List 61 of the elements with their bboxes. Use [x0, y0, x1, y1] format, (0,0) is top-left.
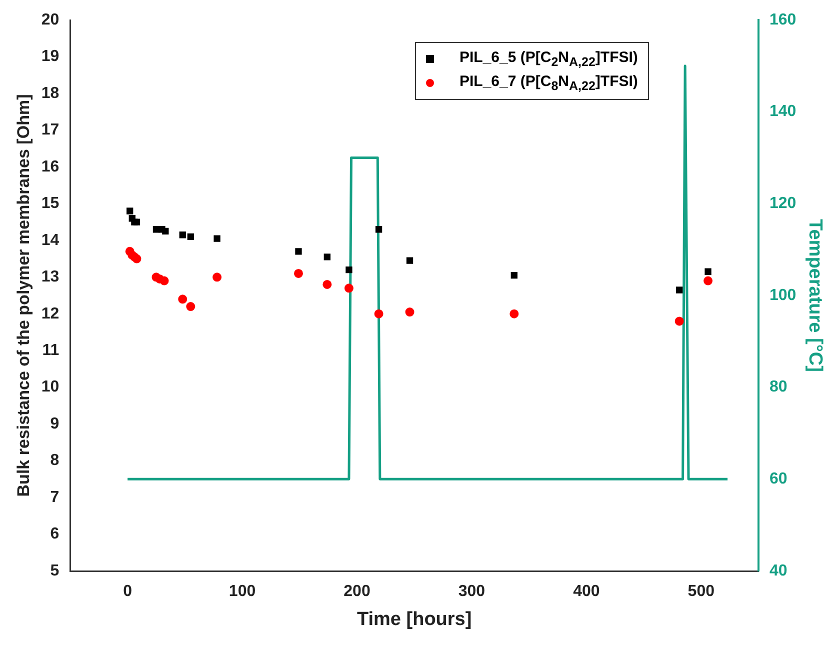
y-tick-label: 5	[50, 562, 60, 580]
x-tick-label: 300	[458, 583, 486, 600]
y-tick-label: 15	[41, 195, 60, 212]
point	[346, 266, 352, 274]
y-tick-label: 6	[50, 526, 60, 543]
y2-tick-label: 100	[770, 286, 796, 304]
point	[704, 276, 713, 286]
y2-tick-label: 160	[770, 11, 796, 28]
y-tick-label: 19	[41, 48, 60, 66]
y2-tick-label: 80	[770, 378, 788, 396]
point	[510, 272, 518, 279]
x-axis-title: Time [hours]	[356, 608, 472, 630]
y-tick-label: 14	[41, 232, 60, 249]
x-tick-label: 100	[228, 583, 256, 600]
point	[375, 226, 382, 233]
y-tick-label: 13	[41, 268, 60, 286]
point	[186, 302, 196, 312]
y2-tick-label: 120	[770, 195, 796, 212]
point	[674, 316, 684, 326]
point	[187, 233, 194, 240]
y-tick-label: 10	[41, 378, 60, 396]
y-tick-label: 20	[41, 11, 60, 28]
y-tick-label: 16	[41, 158, 60, 176]
y2-tick-label: 140	[770, 103, 796, 120]
point	[178, 294, 188, 304]
y-tick-label: 12	[41, 305, 60, 322]
point	[126, 208, 134, 214]
point	[322, 280, 332, 289]
point	[704, 268, 712, 275]
point	[406, 257, 414, 264]
y-tick-label: 8	[50, 452, 60, 470]
legend-label: PIL_6_7 (P[C$_{8}$N$_{A,22}$]TFSI)	[460, 73, 638, 93]
point	[324, 254, 330, 260]
point	[160, 276, 169, 286]
x-tick-label: 400	[573, 583, 600, 600]
point	[374, 309, 384, 318]
point	[133, 218, 140, 226]
point	[405, 308, 414, 317]
point	[676, 286, 683, 294]
x-tick-label: 500	[688, 583, 715, 600]
point	[214, 235, 220, 242]
point	[295, 248, 302, 255]
point	[162, 228, 169, 235]
point	[294, 268, 303, 278]
point	[344, 284, 354, 293]
y-tick-label: 18	[41, 84, 60, 102]
y2-tick-label: 60	[770, 470, 788, 488]
point	[510, 309, 519, 318]
point	[212, 272, 222, 282]
x-tick-label: 200	[344, 583, 370, 600]
y-tick-label: 7	[50, 488, 60, 506]
point	[179, 232, 186, 238]
y-tick-label: 11	[42, 342, 60, 360]
y-axis-title: Bulk resistance of the polymer membranes [Ohm]	[14, 94, 33, 497]
y2-tick-label: 40	[770, 562, 788, 580]
y-tick-label: 17	[41, 122, 60, 139]
legend-label: PIL_6_5 (P[C$_{2}$N$_{A,22}$]TFSI)	[460, 49, 638, 69]
y-tick-label: 9	[50, 415, 60, 432]
y2-axis-title: Temperature [°C]	[804, 219, 826, 372]
point	[132, 254, 142, 264]
x-tick-label: 0	[123, 583, 132, 600]
